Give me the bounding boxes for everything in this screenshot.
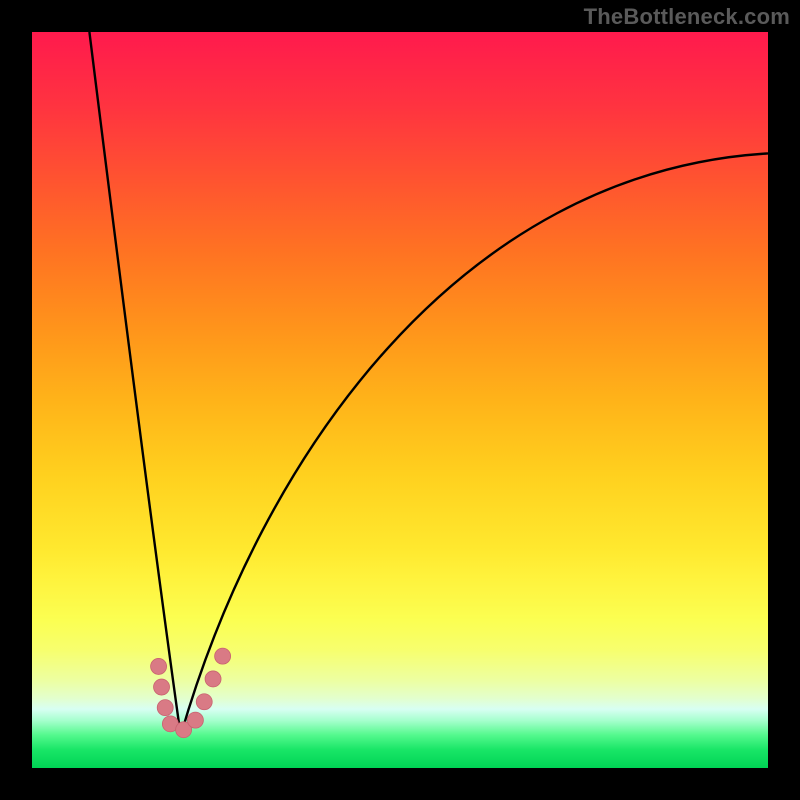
data-marker	[157, 700, 173, 716]
plot-background	[32, 32, 768, 768]
data-marker	[154, 679, 170, 695]
chart-container: TheBottleneck.com	[0, 0, 800, 800]
data-marker	[151, 658, 167, 674]
data-marker	[187, 712, 203, 728]
chart-svg	[0, 0, 800, 800]
data-marker	[196, 694, 212, 710]
data-marker	[215, 648, 231, 664]
data-marker	[205, 671, 221, 687]
watermark-text: TheBottleneck.com	[584, 4, 790, 30]
